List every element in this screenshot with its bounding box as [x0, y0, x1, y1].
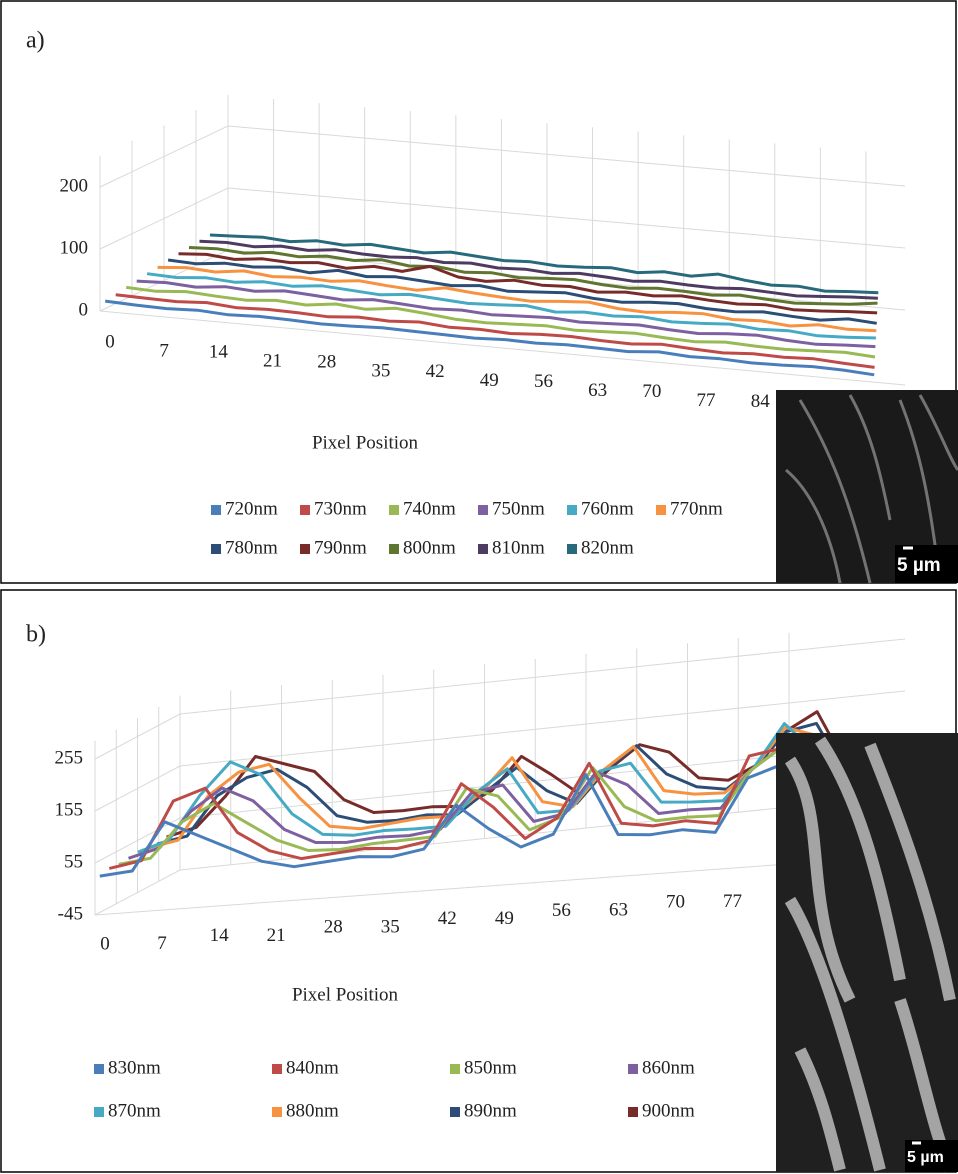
series-line	[146, 272, 876, 340]
x-tick-label: 0	[100, 933, 110, 954]
series-line	[136, 279, 876, 349]
panel-label: a)	[26, 28, 45, 54]
legend-swatch	[656, 505, 666, 515]
legend-swatch	[300, 544, 310, 554]
series-line	[157, 265, 877, 333]
x-tick-label: 56	[534, 371, 553, 392]
legend-label: 740nm	[403, 498, 456, 519]
floor-edge	[94, 854, 911, 916]
legend-swatch	[300, 505, 310, 515]
series-line	[126, 285, 876, 359]
inset-image: 5 µm	[776, 733, 958, 1173]
x-tick-label: 42	[438, 908, 457, 929]
x-axis-title: Pixel Position	[312, 432, 419, 453]
inset-image: 5 µm	[776, 390, 958, 584]
legend-swatch	[389, 505, 399, 515]
legend-swatch	[94, 1107, 104, 1117]
legend-label: 780nm	[225, 537, 278, 558]
legend-swatch	[272, 1064, 282, 1074]
x-tick-label: 21	[267, 925, 286, 946]
legend-swatch	[211, 505, 221, 515]
series-line	[105, 299, 875, 377]
scale-bar-label: 5 µm	[897, 555, 941, 576]
legend-label: 890nm	[464, 1100, 517, 1121]
legend-label: 840nm	[286, 1057, 339, 1078]
legend-swatch	[567, 544, 577, 554]
legend-swatch	[628, 1064, 638, 1074]
x-tick-label: 28	[317, 351, 336, 372]
y-tick-label: 255	[55, 747, 84, 768]
legend-label: 770nm	[670, 498, 723, 519]
legend-swatch	[389, 544, 399, 554]
series-line	[99, 763, 911, 878]
legend-swatch	[450, 1064, 460, 1074]
x-tick-label: 63	[609, 900, 628, 921]
x-tick-label: 0	[105, 331, 115, 352]
x-tick-label: 63	[588, 380, 607, 401]
legend-label: 900nm	[642, 1100, 695, 1121]
y-tick-label: -45	[58, 903, 83, 924]
legend-label: 870nm	[108, 1100, 161, 1121]
legend-label: 750nm	[492, 498, 545, 519]
y-tick-label: 55	[64, 851, 83, 872]
legend-label: 860nm	[642, 1057, 695, 1078]
x-tick-label: 7	[159, 340, 169, 361]
x-tick-label: 21	[263, 350, 282, 371]
series-line	[199, 239, 878, 300]
series-line	[167, 258, 877, 325]
y-tick-label: 100	[60, 237, 89, 258]
legend-label: 790nm	[314, 537, 367, 558]
x-tick-label: 28	[324, 917, 343, 938]
legend-label: 810nm	[492, 537, 545, 558]
grid-line	[99, 125, 906, 188]
legend-swatch	[211, 544, 221, 554]
legend-label: 760nm	[581, 498, 634, 519]
x-tick-label: 49	[495, 908, 514, 929]
x-tick-label: 42	[426, 361, 445, 382]
x-axis-title: Pixel Position	[292, 984, 399, 1005]
x-tick-label: 7	[157, 933, 167, 954]
x-tick-label: 35	[381, 916, 400, 937]
floor-edge	[99, 310, 906, 386]
x-tick-label: 14	[209, 341, 229, 362]
legend-label: 820nm	[581, 537, 634, 558]
legend-swatch	[628, 1107, 638, 1117]
panel-label: b)	[26, 622, 46, 648]
y-tick-label: 0	[79, 299, 89, 320]
y-tick-label: 155	[55, 799, 84, 820]
x-tick-label: 77	[723, 891, 742, 912]
legend-label: 830nm	[108, 1057, 161, 1078]
legend-label: 850nm	[464, 1057, 517, 1078]
legend-swatch	[272, 1107, 282, 1117]
legend-label: 720nm	[225, 498, 278, 519]
series-line	[115, 293, 875, 369]
legend-swatch	[478, 544, 488, 554]
x-tick-label: 84	[751, 391, 771, 412]
x-tick-label: 77	[697, 390, 716, 411]
legend-swatch	[94, 1064, 104, 1074]
x-tick-label: 35	[371, 360, 390, 381]
series-line	[209, 233, 879, 295]
y-tick-label: 200	[60, 175, 89, 196]
grid-line	[99, 187, 906, 250]
x-tick-label: 49	[480, 370, 499, 391]
legend-swatch	[450, 1107, 460, 1117]
series-line	[108, 746, 910, 870]
legend-swatch	[478, 505, 488, 515]
x-tick-label: 14	[210, 925, 230, 946]
series-line	[137, 722, 908, 854]
legend-label: 730nm	[314, 498, 367, 519]
x-tick-label: 56	[552, 900, 571, 921]
legend-swatch	[567, 505, 577, 515]
scale-bar-label: 5 µm	[907, 1149, 944, 1166]
panel-frame	[0, 0, 957, 584]
x-tick-label: 70	[642, 381, 661, 402]
legend-label: 880nm	[286, 1100, 339, 1121]
series-line	[178, 252, 878, 315]
x-tick-label: 70	[666, 891, 685, 912]
series-line	[188, 246, 878, 306]
legend-label: 800nm	[403, 537, 456, 558]
